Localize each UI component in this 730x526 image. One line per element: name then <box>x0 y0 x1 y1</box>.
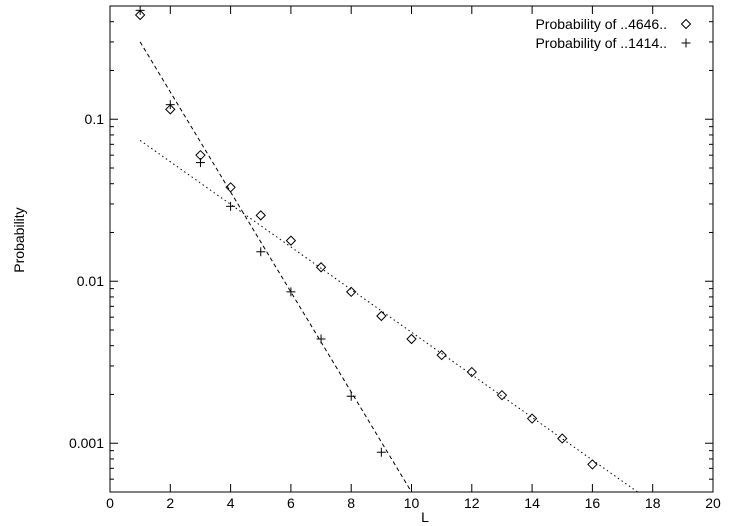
point-series1-1 <box>135 5 145 15</box>
legend-label-4646: Probability of ..4646.. <box>535 16 667 32</box>
point-series0-8 <box>345 286 357 298</box>
point-series0-4 <box>225 182 236 193</box>
legend-label-1414: Probability of ..1414.. <box>535 35 667 51</box>
point-series0-6 <box>285 235 297 246</box>
plot-frame <box>109 5 714 493</box>
axis-ticks <box>109 5 714 493</box>
point-series0-15 <box>557 433 568 444</box>
x-tick-label-10: 10 <box>404 495 420 511</box>
point-series0-7 <box>315 262 327 273</box>
legend-marker-plus <box>681 38 691 48</box>
point-series1-3 <box>195 158 205 168</box>
x-tick-label-2: 2 <box>166 495 174 511</box>
point-series1-5 <box>256 247 266 257</box>
y-axis-label: Probability <box>11 207 27 272</box>
x-tick-label-0: 0 <box>106 495 114 511</box>
point-series0-10 <box>406 333 417 345</box>
legend-markers <box>680 18 692 48</box>
legend-marker-diamond <box>680 18 692 30</box>
x-tick-label-6: 6 <box>287 495 295 511</box>
plot-border <box>109 5 714 493</box>
point-series1-6 <box>286 287 296 297</box>
point-series1-7 <box>316 334 326 344</box>
point-series1-2 <box>165 100 175 110</box>
data-points <box>134 5 598 470</box>
x-tick-label-18: 18 <box>645 495 661 511</box>
y-tick-label-0.1: 0.1 <box>85 111 105 127</box>
point-series0-2 <box>165 104 176 115</box>
point-series0-5 <box>255 210 266 221</box>
point-series0-11 <box>436 349 447 361</box>
point-series0-9 <box>376 310 387 322</box>
point-series0-14 <box>526 413 538 424</box>
point-series1-9 <box>376 447 386 457</box>
x-tick-label-4: 4 <box>227 495 235 511</box>
x-axis-label: L <box>421 509 429 525</box>
x-tick-label-8: 8 <box>347 495 355 511</box>
fit-line-dashed <box>139 41 412 493</box>
y-tick-label-0.001: 0.001 <box>69 435 104 451</box>
point-series0-13 <box>496 389 508 401</box>
x-tick-label-14: 14 <box>524 495 540 511</box>
tick-labels: 0 2 4 6 8 10 12 14 16 18 20 0.001 0.01 0.1 <box>69 111 721 511</box>
fit-line-dotted <box>139 140 638 493</box>
point-series0-16 <box>587 459 598 470</box>
point-series0-12 <box>466 366 478 378</box>
x-tick-label-16: 16 <box>585 495 601 511</box>
point-series1-8 <box>346 391 356 401</box>
legend: Probability of ..4646.. Probability of .… <box>535 16 692 51</box>
y-tick-label-0.01: 0.01 <box>77 273 104 289</box>
x-tick-label-20: 20 <box>705 495 721 511</box>
x-tick-label-12: 12 <box>464 495 480 511</box>
point-series0-1 <box>134 9 146 21</box>
point-series1-4 <box>226 201 236 211</box>
fit-lines <box>139 41 638 493</box>
